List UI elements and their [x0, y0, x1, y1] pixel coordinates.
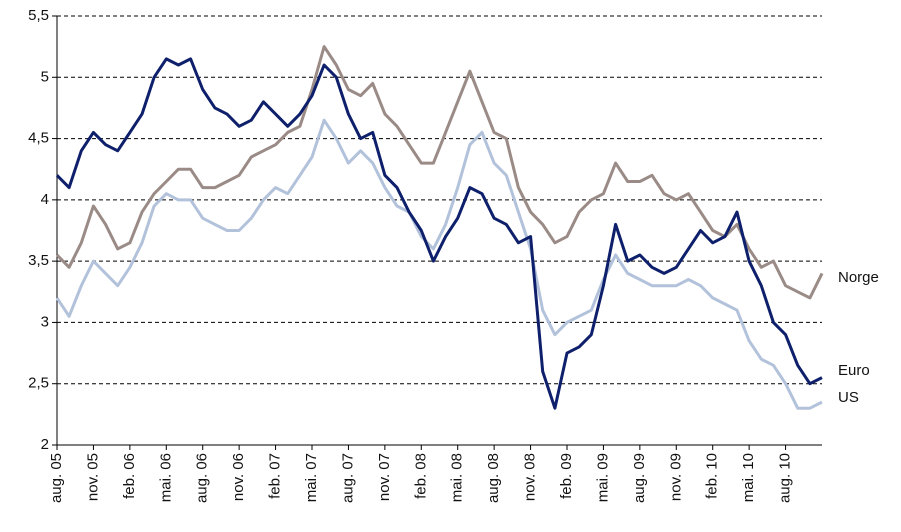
x-tick-label: nov. 09: [667, 453, 684, 501]
legend-label: Norge: [838, 269, 879, 286]
x-tick-label: nov. 05: [84, 453, 101, 501]
x-tick-label: nov. 07: [376, 453, 393, 501]
x-tick-label: mai. 10: [740, 453, 757, 502]
y-tick-label: 3,5: [28, 252, 49, 269]
x-tick-label: feb. 10: [704, 453, 721, 499]
x-tick-label: aug. 09: [631, 453, 648, 503]
x-tick-label: aug. 07: [339, 453, 356, 503]
x-tick-label: feb. 06: [121, 453, 138, 499]
y-tick-label: 5,5: [28, 7, 49, 24]
y-tick-label: 4: [41, 191, 49, 208]
line-series: [55, 118, 823, 410]
x-tick-label: feb. 07: [267, 453, 284, 499]
line-series: [55, 45, 824, 300]
x-tick-label: mai. 07: [303, 453, 320, 502]
y-tick-label: 3: [41, 313, 49, 330]
y-tick-label: 5: [41, 68, 49, 85]
x-tick-label: aug. 10: [777, 453, 794, 503]
x-tick-label: aug. 08: [485, 453, 502, 503]
x-tick-label: nov. 06: [230, 453, 247, 501]
x-tick-label: aug. 06: [194, 453, 211, 503]
x-tick-label: aug. 05: [48, 453, 65, 503]
x-tick-label: mai. 09: [594, 453, 611, 502]
x-tick-label: mai. 08: [449, 453, 466, 502]
x-tick-label: feb. 09: [558, 453, 575, 499]
y-tick-label: 2,5: [28, 375, 49, 392]
y-tick-label: 2: [41, 436, 49, 453]
x-tick-label: nov. 08: [522, 453, 539, 501]
legend-label: US: [838, 389, 859, 406]
legend-label: Euro: [838, 362, 870, 379]
x-tick-label: feb. 08: [412, 453, 429, 499]
line-series: [55, 57, 823, 410]
y-tick-label: 4,5: [28, 130, 49, 147]
x-tick-label: mai. 06: [157, 453, 174, 502]
